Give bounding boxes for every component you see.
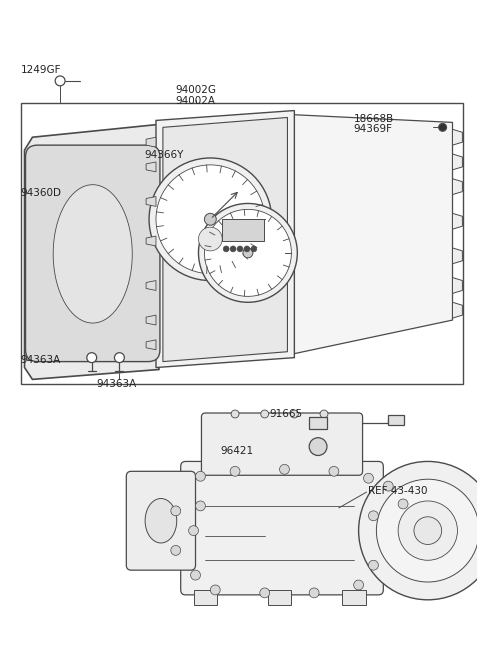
Circle shape	[195, 472, 205, 481]
Circle shape	[414, 517, 442, 544]
Polygon shape	[193, 590, 217, 605]
Polygon shape	[279, 245, 289, 257]
Polygon shape	[311, 439, 325, 455]
Polygon shape	[146, 162, 156, 172]
Text: 96421: 96421	[220, 445, 253, 456]
Text: 1249GF: 1249GF	[21, 65, 61, 75]
Circle shape	[398, 501, 457, 560]
Circle shape	[369, 560, 378, 570]
Text: 94002A: 94002A	[176, 96, 216, 105]
Circle shape	[237, 246, 243, 252]
Polygon shape	[453, 129, 462, 145]
Circle shape	[260, 588, 270, 598]
Text: 94360D: 94360D	[21, 187, 61, 198]
Circle shape	[363, 474, 373, 483]
Circle shape	[261, 410, 269, 418]
Polygon shape	[453, 214, 462, 229]
Circle shape	[230, 466, 240, 476]
Polygon shape	[156, 111, 294, 367]
Circle shape	[290, 410, 298, 418]
Polygon shape	[279, 191, 289, 202]
Circle shape	[439, 123, 446, 131]
FancyBboxPatch shape	[126, 472, 195, 570]
Text: 94369F: 94369F	[354, 124, 393, 134]
Text: REF 43-430: REF 43-430	[369, 486, 428, 496]
Bar	[388, 415, 404, 425]
Circle shape	[171, 546, 180, 555]
Circle shape	[204, 214, 216, 225]
Circle shape	[114, 352, 124, 363]
FancyBboxPatch shape	[25, 145, 160, 362]
Circle shape	[204, 210, 291, 296]
Polygon shape	[289, 115, 453, 354]
Circle shape	[384, 481, 393, 491]
Circle shape	[199, 227, 222, 251]
Ellipse shape	[145, 498, 177, 543]
FancyBboxPatch shape	[180, 461, 384, 595]
Circle shape	[309, 438, 327, 455]
Polygon shape	[163, 117, 288, 362]
Polygon shape	[453, 179, 462, 195]
Circle shape	[369, 511, 378, 521]
Circle shape	[244, 246, 250, 252]
Circle shape	[376, 479, 479, 582]
Circle shape	[191, 570, 201, 580]
Polygon shape	[146, 315, 156, 325]
Text: 18668B: 18668B	[354, 113, 394, 124]
Polygon shape	[146, 196, 156, 206]
Polygon shape	[453, 154, 462, 170]
Circle shape	[329, 466, 339, 476]
Circle shape	[354, 580, 363, 590]
Polygon shape	[279, 299, 289, 311]
Circle shape	[279, 464, 289, 474]
Polygon shape	[146, 138, 156, 147]
Circle shape	[87, 352, 96, 363]
Bar	[21, 103, 463, 384]
Circle shape	[398, 499, 408, 509]
Bar	[309, 417, 327, 429]
Circle shape	[195, 501, 205, 511]
Circle shape	[223, 246, 229, 252]
Circle shape	[243, 248, 253, 258]
Polygon shape	[342, 590, 366, 605]
Polygon shape	[453, 248, 462, 264]
Circle shape	[320, 410, 328, 418]
Circle shape	[230, 246, 236, 252]
Circle shape	[189, 526, 199, 536]
Circle shape	[231, 410, 239, 418]
Text: 94363A: 94363A	[96, 379, 137, 389]
Circle shape	[309, 588, 319, 598]
Polygon shape	[268, 590, 291, 605]
Circle shape	[55, 76, 65, 86]
FancyBboxPatch shape	[202, 413, 362, 476]
Circle shape	[210, 585, 220, 595]
Polygon shape	[146, 236, 156, 246]
Text: 94002G: 94002G	[175, 85, 216, 95]
Circle shape	[171, 506, 180, 515]
Text: 91665: 91665	[270, 409, 303, 419]
Text: 94363A: 94363A	[21, 354, 61, 365]
Polygon shape	[146, 280, 156, 290]
Circle shape	[199, 204, 297, 303]
Polygon shape	[279, 141, 289, 153]
Circle shape	[359, 461, 480, 600]
Ellipse shape	[53, 185, 132, 323]
Polygon shape	[24, 124, 159, 379]
Bar	[222, 219, 264, 241]
Polygon shape	[453, 303, 462, 318]
Circle shape	[149, 158, 272, 280]
Circle shape	[156, 165, 264, 274]
Text: 94366Y: 94366Y	[144, 150, 183, 160]
Circle shape	[251, 246, 257, 252]
Polygon shape	[453, 278, 462, 293]
Polygon shape	[146, 340, 156, 350]
